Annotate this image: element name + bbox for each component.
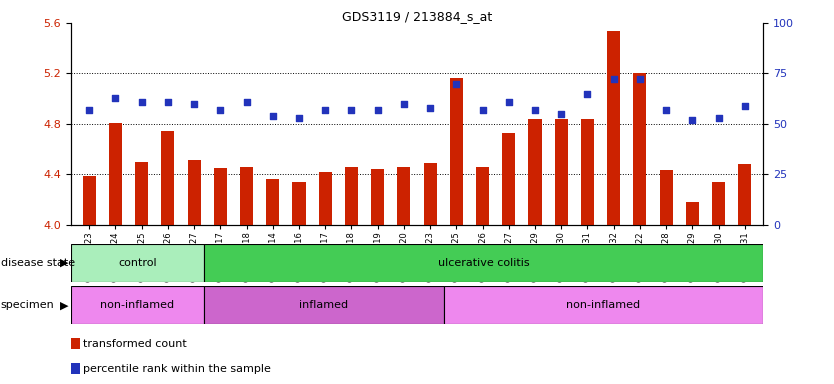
- Point: [738, 103, 751, 109]
- Bar: [71, 338, 79, 349]
- Bar: [712, 182, 725, 225]
- Point: [240, 99, 254, 105]
- Bar: [502, 132, 515, 225]
- Point: [686, 117, 699, 123]
- Point: [188, 101, 201, 107]
- Point: [607, 76, 620, 83]
- Text: ▶: ▶: [60, 258, 68, 268]
- Bar: [397, 167, 410, 225]
- Point: [135, 99, 148, 105]
- Point: [528, 107, 541, 113]
- Point: [712, 115, 726, 121]
- Point: [450, 81, 463, 87]
- Point: [83, 107, 96, 113]
- Bar: [109, 122, 122, 225]
- Text: inflamed: inflamed: [299, 300, 349, 310]
- Bar: [266, 179, 279, 225]
- Point: [476, 107, 490, 113]
- Point: [319, 107, 332, 113]
- Bar: [71, 363, 79, 374]
- Bar: [738, 164, 751, 225]
- Bar: [204, 244, 763, 282]
- Point: [424, 105, 437, 111]
- Point: [293, 115, 306, 121]
- Bar: [240, 167, 254, 225]
- Bar: [555, 119, 568, 225]
- Text: non-inflamed: non-inflamed: [100, 300, 174, 310]
- Point: [580, 91, 594, 97]
- Bar: [345, 167, 358, 225]
- Bar: [450, 78, 463, 225]
- Bar: [529, 119, 541, 225]
- Point: [660, 107, 673, 113]
- Text: GDS3119 / 213884_s_at: GDS3119 / 213884_s_at: [342, 10, 492, 23]
- Bar: [580, 119, 594, 225]
- Bar: [83, 175, 96, 225]
- Bar: [444, 286, 763, 324]
- Text: control: control: [118, 258, 157, 268]
- Point: [161, 99, 174, 105]
- Text: percentile rank within the sample: percentile rank within the sample: [83, 364, 271, 374]
- Point: [397, 101, 410, 107]
- Point: [555, 111, 568, 117]
- Bar: [686, 202, 699, 225]
- Text: transformed count: transformed count: [83, 339, 187, 349]
- Point: [266, 113, 279, 119]
- Text: disease state: disease state: [1, 258, 75, 268]
- Point: [214, 107, 227, 113]
- Bar: [71, 244, 204, 282]
- Bar: [476, 167, 489, 225]
- Bar: [71, 286, 204, 324]
- Text: ▶: ▶: [60, 300, 68, 310]
- Bar: [319, 172, 332, 225]
- Point: [371, 107, 384, 113]
- Point: [344, 107, 358, 113]
- Point: [633, 76, 646, 83]
- Bar: [204, 286, 444, 324]
- Bar: [214, 168, 227, 225]
- Bar: [293, 182, 305, 225]
- Point: [502, 99, 515, 105]
- Bar: [188, 161, 201, 225]
- Text: ulcerative colitis: ulcerative colitis: [438, 258, 530, 268]
- Bar: [161, 131, 174, 225]
- Text: non-inflamed: non-inflamed: [566, 300, 641, 310]
- Bar: [607, 31, 620, 225]
- Bar: [660, 170, 673, 225]
- Bar: [135, 162, 148, 225]
- Point: [108, 94, 122, 101]
- Bar: [633, 73, 646, 225]
- Bar: [424, 163, 437, 225]
- Text: specimen: specimen: [1, 300, 54, 310]
- Bar: [371, 169, 384, 225]
